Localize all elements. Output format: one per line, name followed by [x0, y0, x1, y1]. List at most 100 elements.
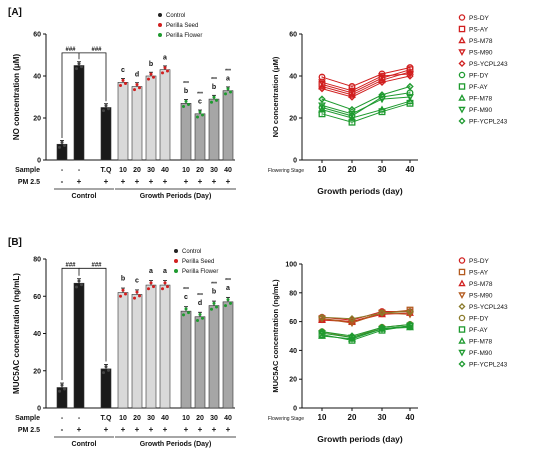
data-point	[63, 387, 66, 391]
legend-label: PF-YCPL243	[469, 119, 508, 126]
series-line	[321, 69, 411, 94]
sample-value: -	[78, 415, 81, 422]
sample-value: T.Q	[101, 167, 112, 174]
data-point	[198, 110, 202, 114]
y-tick-label: 0	[37, 158, 41, 165]
data-point	[166, 285, 169, 289]
sig-bracket-label: ###	[65, 262, 76, 268]
bar-chart: 0 20 40 60 80 MUC5AC concentration (ng/mL) b c a…	[12, 249, 236, 448]
sig-bracket	[61, 267, 80, 381]
data-point	[80, 283, 83, 287]
series-marker	[406, 82, 414, 91]
sig-letter: a	[226, 76, 230, 83]
y-tick-label: 40	[289, 74, 297, 81]
series-line	[321, 100, 411, 119]
pm-value: +	[149, 177, 154, 186]
series-marker	[406, 97, 414, 105]
series-ps-ycpl243	[318, 307, 414, 323]
bar-perilla-flower	[222, 301, 234, 409]
sig-stars: ***	[225, 278, 231, 284]
data-point	[107, 368, 110, 372]
data-point	[215, 305, 218, 309]
series-marker	[348, 105, 356, 114]
day-value: 30	[210, 415, 218, 422]
sig-letter: c	[184, 294, 188, 301]
sig-letter: c	[198, 99, 202, 106]
sig-bracket-label: ###	[65, 47, 76, 53]
series-line	[321, 86, 411, 111]
pm-value: +	[226, 177, 231, 186]
pm-value: +	[226, 425, 231, 434]
bar-perilla-seed	[159, 69, 171, 161]
data-point	[226, 298, 230, 302]
data-point	[187, 311, 190, 315]
data-point	[147, 77, 150, 81]
data-point	[163, 66, 167, 70]
data-point	[104, 104, 108, 108]
pm-value: -	[61, 177, 64, 186]
bar-perilla-flower	[208, 98, 220, 161]
data-point	[161, 71, 164, 75]
sig-stars: ***	[183, 287, 189, 293]
sig-letter: b	[149, 61, 153, 68]
data-point	[224, 304, 227, 308]
legend-marker	[458, 117, 466, 125]
series-line	[321, 96, 411, 115]
day-value: 20	[133, 167, 141, 174]
pm-value: -	[61, 425, 64, 434]
bar-perilla-seed	[159, 284, 171, 409]
legend-label: PS-AY	[469, 27, 489, 34]
series-pf-m90	[318, 94, 414, 118]
data-point	[119, 83, 122, 87]
sig-bracket-label: ###	[91, 262, 102, 268]
y-tick-label: 20	[33, 116, 41, 123]
legend-marker	[458, 360, 466, 368]
legend-marker	[458, 83, 466, 90]
data-point	[58, 145, 61, 149]
data-point	[149, 281, 153, 285]
y-axis-title: MUC5AC concentration (ng/mL)	[12, 273, 21, 394]
series-line	[321, 92, 411, 117]
legend-marker	[458, 49, 466, 56]
pm-value: +	[135, 425, 140, 434]
series-marker	[406, 320, 414, 329]
bar-perilla-seed	[117, 82, 129, 161]
series-pf-ycpl243	[318, 320, 414, 340]
legend-marker	[458, 326, 466, 333]
bar-perilla-seed	[131, 294, 143, 409]
legend-label: PF-M90	[469, 107, 493, 114]
series-line	[321, 309, 411, 323]
data-point	[226, 87, 230, 91]
data-point	[104, 365, 108, 369]
legend-label: Control	[182, 249, 201, 255]
legend-marker	[458, 302, 466, 311]
series-line	[321, 73, 411, 92]
data-point	[210, 307, 213, 311]
data-point	[182, 313, 185, 317]
y-tick-label: 20	[289, 116, 297, 123]
data-point	[229, 90, 232, 94]
pm-value: +	[77, 177, 82, 186]
data-point	[121, 78, 125, 82]
data-point	[119, 294, 122, 298]
data-point	[107, 107, 110, 111]
series-marker	[348, 332, 356, 340]
data-point	[138, 86, 141, 90]
day-value: 20	[196, 167, 204, 174]
pm-value: +	[163, 177, 168, 186]
legend-label: Control	[166, 13, 185, 19]
legend-label: PF-AY	[469, 84, 488, 91]
series-line	[321, 325, 411, 338]
bar-perilla-seed	[145, 284, 157, 409]
legend-label: PF-YCPL243	[469, 362, 508, 369]
y-tick-label: 60	[33, 294, 41, 301]
data-point	[196, 115, 199, 119]
series-marker	[318, 105, 326, 113]
sig-bracket	[79, 52, 107, 102]
data-point	[124, 292, 127, 296]
y-tick-label: 20	[289, 377, 297, 384]
y-tick-label: 60	[289, 319, 297, 326]
bar-control	[73, 282, 85, 409]
